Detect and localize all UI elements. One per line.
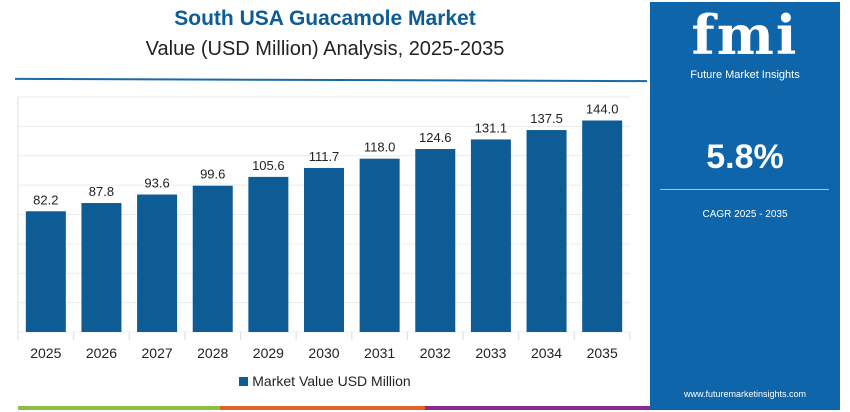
bar-chart: 82.2 2025 87.8 2026 93.6 2027 99.6 2028 105.6 202… [17,96,631,361]
data-label-2027: 93.6 [144,176,169,191]
x-tick-label-2034: 2034 [531,345,562,361]
bar-2033 [470,139,511,332]
bottom-bar-purple [425,406,650,410]
data-label-2026: 87.8 [89,184,114,199]
legend-label: Market Value USD Million [252,373,411,389]
legend: Market Value USD Million [0,373,650,390]
bar-2030 [304,167,344,332]
x-tick-label-2033: 2033 [475,345,506,361]
website-url[interactable]: www.futuremarketinsights.com [683,389,807,399]
legend-swatch [239,377,249,386]
bar-2032 [415,148,456,332]
bottom-bar-green [18,406,220,410]
chart-title: South USA Guacamole Market [174,7,476,30]
x-tick-label-2030: 2030 [308,345,339,361]
x-tick-label-2031: 2031 [364,345,395,361]
data-label-2028: 99.6 [200,167,225,182]
chart-subtitle: Value (USD Million) Analysis, 2025-2035 [145,38,505,60]
data-label-2025: 82.2 [33,192,58,207]
data-label-2030: 111.7 [309,149,340,164]
panel-divider [660,189,829,190]
data-label-2031: 118.0 [364,140,396,155]
data-label-2032: 124.6 [419,130,452,145]
summary-panel: fmi Future Market Insights 5.8% CAGR 202… [650,2,840,410]
bar-2028 [192,185,233,332]
logo-text: Future Market Insights [690,69,800,81]
x-tick-label-2026: 2026 [86,345,117,361]
cagr-value: 5.8% [706,138,784,176]
x-tick-label-2028: 2028 [197,345,228,361]
x-tick-label-2032: 2032 [420,345,451,361]
data-label-2033: 131.1 [475,120,508,135]
bar-2035 [582,120,623,332]
bar-2034 [526,130,567,332]
bar-2026 [81,203,122,332]
x-tick-label-2035: 2035 [587,345,618,361]
data-label-2034: 137.5 [530,111,563,126]
data-label-2035: 144.0 [586,102,619,117]
cagr-label: CAGR 2025 - 2035 [702,209,788,220]
x-tick-label-2025: 2025 [30,345,61,361]
x-tick-label-2029: 2029 [253,345,284,361]
bar-2031 [359,158,400,332]
fmi-logo: fmi [691,3,799,67]
bar-2027 [137,194,178,332]
bottom-bar-orange [220,406,425,410]
x-tick-label-2027: 2027 [142,345,173,361]
bar-2025 [25,211,66,332]
bar-2029 [248,176,289,332]
data-label-2029: 105.6 [252,158,285,173]
